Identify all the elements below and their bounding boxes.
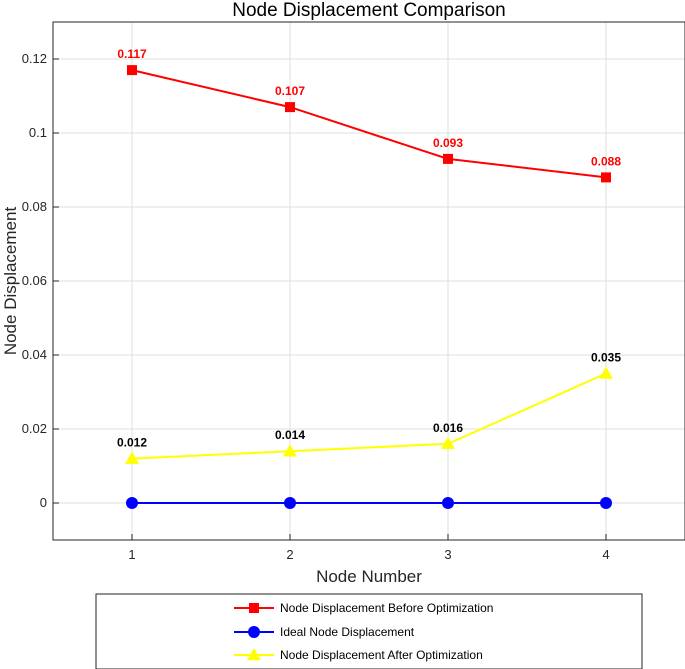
y-tick-label: 0: [40, 495, 47, 510]
y-tick-label: 0.04: [22, 347, 47, 362]
legend: Node Displacement Before Optimization Ide…: [95, 593, 643, 669]
legend-marker-triangle: [247, 648, 261, 661]
data-label: 0.117: [117, 47, 147, 61]
x-axis-label: Node Number: [316, 567, 422, 586]
data-point-square: [285, 102, 295, 113]
x-tick-label: 1: [128, 547, 135, 562]
data-label: 0.107: [275, 84, 305, 98]
data-point-circle: [126, 497, 138, 509]
legend-label: Ideal Node Displacement: [280, 625, 415, 639]
data-label: 0.016: [433, 421, 463, 435]
series-triangle: [125, 366, 613, 464]
series-line: [131, 372, 607, 460]
y-tick-label: 0.12: [22, 51, 47, 66]
legend-entry: Node Displacement After Optimization: [234, 648, 483, 662]
data-point-square: [443, 153, 453, 164]
legend-box: [95, 593, 643, 669]
legend-entries: Node Displacement Before Optimization Ide…: [234, 601, 493, 662]
legend-entry: Ideal Node Displacement: [234, 625, 415, 639]
data-point-circle: [600, 497, 612, 509]
series-line: [131, 69, 607, 179]
series-square: [127, 65, 611, 183]
legend-marker-circle: [248, 626, 260, 638]
data-point-circle: [442, 497, 454, 509]
y-tick-label: 0.02: [22, 421, 47, 436]
legend-label: Node Displacement After Optimization: [280, 648, 483, 662]
data-label: 0.093: [433, 136, 463, 150]
data-point-triangle: [283, 444, 297, 457]
series-circle: [126, 497, 612, 509]
legend-entry: Node Displacement Before Optimization: [234, 601, 493, 615]
data-point-circle: [284, 497, 296, 509]
y-tick-label: 0.08: [22, 199, 47, 214]
data-point-square: [127, 65, 137, 76]
legend-marker-square: [249, 603, 259, 613]
data-point-triangle: [441, 436, 455, 450]
x-tick-label: 3: [444, 547, 451, 562]
series-layer: [125, 65, 613, 509]
data-label: 0.014: [275, 428, 305, 442]
data-point-triangle: [599, 366, 613, 379]
y-tick-label: 0.06: [22, 273, 47, 288]
data-point-square: [601, 172, 611, 183]
data-point-triangle: [125, 451, 139, 464]
data-labels: 0.117 0.107 0.093 0.088 0.012 0.014 0.016 0.035: [117, 47, 621, 450]
x-tick-label: 4: [602, 547, 609, 562]
data-label: 0.012: [117, 436, 147, 450]
axis-ticks: 1 2 3 4 0 0.02 0.04 0.06 0.08 0.1 0.12: [22, 51, 610, 562]
data-label: 0.088: [591, 154, 621, 168]
x-tick-label: 2: [286, 547, 293, 562]
data-label: 0.035: [591, 351, 621, 365]
chart-title: Node Displacement Comparison: [232, 0, 506, 21]
y-tick-label: 0.1: [29, 125, 47, 140]
y-axis-label: Node Displacement: [1, 207, 20, 356]
legend-label: Node Displacement Before Optimization: [280, 601, 493, 615]
